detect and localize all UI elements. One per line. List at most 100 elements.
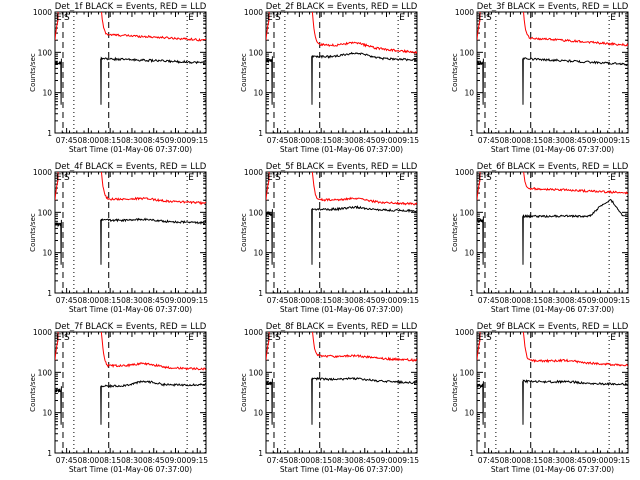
x-tick-label: 08:00 [289, 296, 311, 305]
chart-panel-5: Det_5f BLACK = Events, RED = LLD 1 10 100 10… [240, 162, 419, 314]
chart-panel-8: Det_8f BLACK = Events, RED = LLD 1 10 100 10… [240, 322, 419, 474]
chart-title: Det_7f BLACK = Events, RED = LLD [55, 322, 207, 332]
chart-panel-7: Det_7f BLACK = Events, RED = LLD 1 10 100 10… [29, 322, 208, 474]
y-tick-label: 1 [47, 129, 52, 138]
marker-E-start: E [478, 333, 484, 343]
y-tick-label: 10 [42, 249, 52, 258]
y-tick-label: 10 [42, 409, 52, 418]
y-tick-label: 1000 [455, 328, 474, 337]
x-tick-label: 09:00 [165, 456, 187, 465]
marker-E-end: E [188, 13, 194, 23]
y-tick-label: 100 [38, 48, 53, 57]
x-tick-label: 09:00 [587, 296, 609, 305]
y-tick-label: 1 [258, 289, 263, 298]
x-tick-label: 08:45 [565, 136, 587, 145]
plot-area [266, 172, 417, 293]
marker-E-end: E [610, 333, 616, 343]
marker-E-start: E [267, 173, 273, 183]
y-tick-label: 1000 [33, 168, 52, 177]
marker-S: S [64, 173, 70, 183]
marker-S: S [486, 333, 492, 343]
plot-frame [476, 331, 629, 454]
x-tick-label: 08:00 [500, 456, 522, 465]
x-tick-label: 07:45 [478, 136, 500, 145]
x-tick-label: 09:15 [397, 296, 419, 305]
marker-E-start: E [478, 13, 484, 23]
marker-S: S [486, 13, 492, 23]
marker-S: S [64, 13, 70, 23]
marker-S: S [486, 173, 492, 183]
x-tick-label: 08:45 [565, 296, 587, 305]
y-tick-label: 10 [464, 249, 474, 258]
y-tick-label: 1 [469, 129, 474, 138]
plot-area [55, 172, 206, 293]
chart-panel-9: Det_9f BLACK = Events, RED = LLD 1 10 100 10… [451, 322, 630, 474]
x-axis-label: Start Time (01-May-06 07:37:00) [491, 305, 614, 314]
series-lld-line-pre [266, 332, 270, 361]
plot-area [55, 12, 206, 133]
y-tick-label: 1 [469, 289, 474, 298]
x-tick-label: 07:45 [267, 136, 289, 145]
x-tick-label: 08:30 [543, 136, 565, 145]
chart-panel-2: Det_2f BLACK = Events, RED = LLD 1 10 100 10… [240, 2, 419, 154]
plot-frame [476, 171, 629, 294]
series-lld-line-pre [477, 332, 481, 361]
y-tick-label: 100 [249, 48, 264, 57]
series-events-line [522, 198, 628, 265]
plot-frame [265, 331, 418, 454]
x-tick-label: 08:15 [310, 456, 332, 465]
x-tick-label: 07:45 [56, 136, 78, 145]
marker-E-start: E [56, 333, 62, 343]
x-tick-label: 09:00 [165, 136, 187, 145]
series-lld-line [100, 332, 206, 371]
x-tick-label: 08:45 [354, 136, 376, 145]
marker-E-start: E [56, 173, 62, 183]
chart-title: Det_8f BLACK = Events, RED = LLD [266, 322, 418, 332]
y-tick-label: 100 [38, 368, 53, 377]
y-tick-label: 100 [38, 208, 53, 217]
series-events-line [522, 379, 628, 425]
chart-panel-6: Det_6f BLACK = Events, RED = LLD 1 10 100 10… [451, 162, 630, 314]
series-lld-line [523, 12, 628, 47]
x-axis-label: Start Time (01-May-06 07:37:00) [280, 305, 403, 314]
x-axis-label: Start Time (01-May-06 07:37:00) [491, 145, 614, 154]
x-tick-label: 08:00 [500, 136, 522, 145]
series-events-line-pre [477, 58, 484, 105]
series-lld-line [101, 12, 206, 42]
y-tick-label: 10 [253, 249, 263, 258]
series-events-line [100, 56, 206, 105]
y-tick-label: 100 [460, 208, 475, 217]
x-tick-label: 09:00 [587, 136, 609, 145]
chart-title: Det_5f BLACK = Events, RED = LLD [266, 162, 418, 172]
y-tick-label: 100 [460, 368, 475, 377]
x-tick-label: 08:15 [521, 136, 543, 145]
chart-panel-3: Det_3f BLACK = Events, RED = LLD 1 10 100 10… [451, 2, 630, 154]
y-axis-label: Counts/sec [240, 373, 248, 412]
chart-title: Det_9f BLACK = Events, RED = LLD [477, 322, 629, 332]
marker-E-end: E [610, 13, 616, 23]
marker-E-end: E [399, 173, 405, 183]
x-tick-label: 09:00 [376, 456, 398, 465]
x-tick-label: 09:15 [608, 296, 630, 305]
chart-panel-1: Det_1f BLACK = Events, RED = LLD 1 10 100 10… [29, 2, 208, 154]
series-events-line-pre [266, 209, 273, 265]
series-lld-line-pre [55, 12, 59, 41]
plot-area [55, 332, 206, 453]
x-tick-label: 08:00 [78, 136, 100, 145]
y-tick-label: 1000 [33, 8, 52, 17]
x-tick-label: 09:00 [587, 456, 609, 465]
marker-S: S [275, 333, 281, 343]
x-tick-label: 08:00 [289, 136, 311, 145]
y-tick-label: 1000 [244, 328, 263, 337]
series-lld-line-pre [266, 12, 270, 41]
series-lld-line [523, 172, 628, 195]
marker-E-start: E [267, 333, 273, 343]
x-tick-label: 08:45 [143, 456, 165, 465]
series-lld-line-pre [55, 172, 59, 201]
y-tick-label: 1000 [244, 168, 263, 177]
marker-S: S [275, 13, 281, 23]
x-tick-label: 09:00 [376, 296, 398, 305]
x-tick-label: 08:30 [121, 296, 143, 305]
x-tick-label: 08:15 [99, 456, 121, 465]
plot-area [477, 332, 628, 453]
